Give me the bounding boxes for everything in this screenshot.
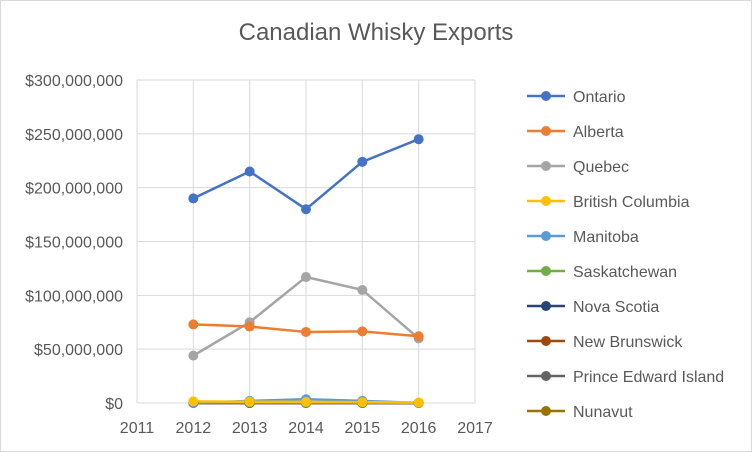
data-point [301, 326, 311, 337]
series-markers [188, 134, 424, 408]
legend-marker [541, 336, 551, 346]
legend-marker [541, 196, 551, 206]
y-axis-tick-labels: $0 $50,000,000 $100,000,000 $150,000,000 $20… [25, 73, 123, 413]
y-tick-label: $0 [105, 396, 123, 413]
legend-label: Manitoba [573, 229, 639, 246]
data-point [413, 331, 424, 342]
legend-label: Nunavut [573, 404, 633, 421]
legend-marker [541, 231, 551, 241]
legend-label: Prince Edward Island [573, 369, 724, 386]
data-point [357, 284, 368, 295]
data-point [301, 272, 311, 283]
legend-marker [541, 91, 551, 101]
legend-label: Alberta [573, 124, 624, 141]
data-point [188, 319, 199, 330]
x-axis-tick-labels: 2011 2012 2013 2014 2015 2016 2017 [120, 420, 493, 437]
data-point [244, 321, 255, 332]
x-tick-label: 2012 [176, 420, 212, 437]
legend-label: New Brunswick [573, 334, 683, 351]
legend-marker [541, 371, 551, 381]
legend-marker [541, 406, 551, 416]
y-tick-label: $250,000,000 [25, 127, 123, 144]
data-point [357, 397, 368, 408]
data-point [301, 396, 311, 407]
y-tick-label: $50,000,000 [34, 342, 123, 359]
y-tick-label: $150,000,000 [25, 235, 123, 252]
data-point [357, 326, 368, 337]
legend-label: Quebec [573, 159, 629, 176]
chart-title: Canadian Whisky Exports [238, 19, 514, 46]
data-point [244, 166, 255, 177]
legend-marker [541, 266, 551, 276]
data-point [244, 396, 255, 407]
x-tick-label: 2013 [232, 420, 268, 437]
legend-label: Ontario [573, 89, 626, 106]
data-point [357, 156, 368, 167]
data-point [413, 397, 424, 408]
x-tick-label: 2017 [457, 420, 493, 437]
legend-label: British Columbia [573, 194, 690, 211]
y-tick-label: $100,000,000 [25, 288, 123, 305]
legend: Ontario Alberta Quebec British Columbia Mani… [527, 89, 724, 421]
legend-label: Saskatchewan [573, 264, 677, 281]
x-tick-label: 2011 [120, 420, 155, 437]
data-point [188, 193, 199, 204]
legend-marker [541, 161, 551, 171]
data-point [413, 134, 424, 145]
legend-label: Nova Scotia [573, 299, 659, 316]
data-point [188, 350, 199, 361]
gridlines [136, 79, 476, 404]
y-tick-label: $300,000,000 [25, 73, 123, 90]
legend-marker [541, 301, 551, 311]
data-point [188, 396, 199, 407]
legend-marker [541, 126, 551, 136]
x-tick-label: 2014 [288, 420, 324, 437]
x-tick-label: 2015 [345, 420, 381, 437]
y-tick-label: $200,000,000 [25, 181, 123, 198]
x-tick-label: 2016 [401, 420, 437, 437]
data-point [301, 204, 311, 215]
